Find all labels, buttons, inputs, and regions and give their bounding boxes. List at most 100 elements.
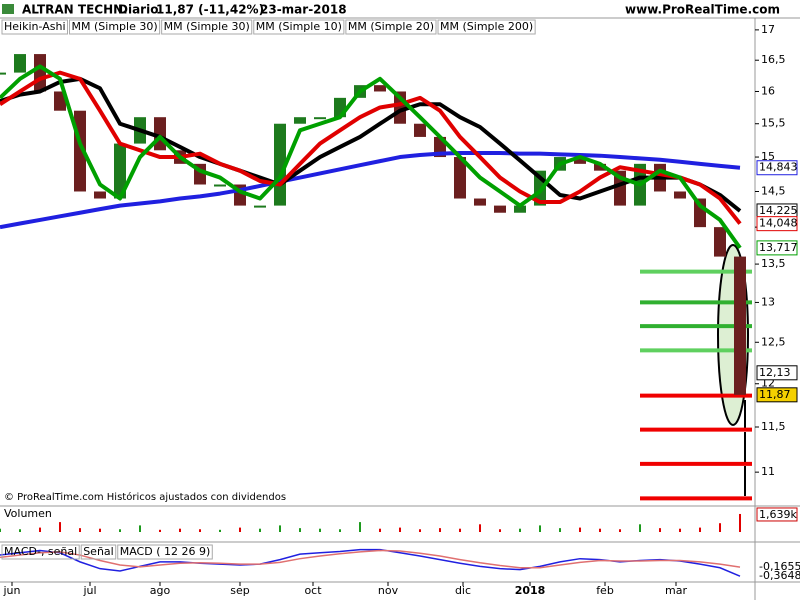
volume-bar [439,528,441,532]
last-value-box [756,240,798,256]
volume-bar [219,529,221,532]
x-tick-label: 2018 [515,584,546,597]
last-value-label: 14,225 [759,204,798,217]
legend-entry: MM (Simple 20) [348,20,434,33]
volume-bar [159,529,161,532]
candle [0,72,6,75]
volume-bar [239,527,241,532]
last-value-label: 13,717 [759,241,798,254]
volume-bar [319,528,321,532]
volume-bar [519,528,521,532]
last-value-box [756,387,798,403]
volume-value-box [756,507,798,522]
volume-bar [679,528,681,532]
legend-box [345,19,437,35]
volume-bar [719,523,721,532]
volume-bar [179,528,181,532]
volume-bar [499,529,501,532]
x-tick-label: feb [596,584,614,597]
legend-entry: MM (Simple 200) [440,20,533,33]
volume-bar [0,528,1,532]
volume-title: Volumen [4,507,52,520]
x-tick-label: mar [665,584,687,597]
y-tick-label: 12,5 [761,335,786,348]
volume-bar [279,525,281,532]
volume-bar [39,527,41,532]
y-tick-label: 13,5 [761,257,786,270]
footer: © ProRealTime.com Históricos ajustados c… [4,491,286,503]
y-tick-label: 13 [761,295,775,308]
macd-line [0,549,741,569]
x-tick-label: dic [455,584,471,597]
last-value-label: 14,048 [759,217,798,230]
volume-bar [739,513,741,532]
volume-bar [359,522,361,532]
date: 23-mar-2018 [260,3,347,17]
volume-bar [339,529,341,532]
candle [374,85,386,92]
volume-bar [79,528,81,532]
candle [34,54,46,92]
y-tick-label: 17 [761,23,775,36]
x-tick-label: ago [150,584,171,597]
volume-bar [399,527,401,532]
legend-box [1,19,69,35]
x-tick-label: jul [82,584,96,597]
candle [714,227,726,257]
candle [14,54,26,73]
macd-value-label: -0,3648 [759,569,800,582]
y-tick-label: 11 [761,465,775,478]
legend-box [253,19,345,35]
candle [54,91,66,111]
volume-bar [199,529,201,532]
macd-legend: MACD ( 12 26 9) [120,545,211,558]
volume-bar [59,522,61,532]
candle [474,198,486,206]
last-value-box [756,216,798,232]
volume-bar [599,528,601,532]
last-value-box [756,160,798,176]
y-tick-label: 15 [761,150,775,163]
volume-bar [19,529,21,532]
y-tick-label: 15,5 [761,117,786,130]
volume-bar [539,525,541,532]
legend-box [69,19,161,35]
legend-entry: MM (Simple 10) [256,20,342,33]
legend-box [117,544,213,560]
volume-bar [139,525,141,532]
legend-box [161,19,253,35]
last-value-box [756,365,798,381]
volume-bar [619,529,621,532]
legend-box [80,544,117,560]
x-tick-label: nov [378,584,399,597]
macd-value-label: -0,1655 [759,560,800,573]
volume-bar [659,528,661,532]
volume-value-label: 1,639k [759,508,797,521]
macd-legend: MACD-, señal [4,545,77,558]
ma-line [0,70,742,225]
legend-box [1,544,80,560]
last-value-label: 12,13 [759,366,791,379]
x-tick-label: sep [230,584,249,597]
volume-bar [419,529,421,532]
candle [94,191,106,199]
volume-bar [579,527,581,532]
candle [314,117,326,120]
candle [214,184,226,187]
legend-entry: MM (Simple 30) [164,20,250,33]
volume-bar [259,528,261,532]
site: www.ProRealTime.com [625,3,780,17]
macd-legend: Señal [83,545,114,558]
candle [114,143,126,199]
quote: 11,87 (-11,42%) [156,3,264,17]
y-tick-label: 16 [761,84,775,97]
ma-line [0,64,742,250]
ma-line [0,76,742,213]
volume-bar [639,524,641,532]
candle [674,191,686,199]
volume-bar [379,528,381,532]
candle [594,163,606,171]
